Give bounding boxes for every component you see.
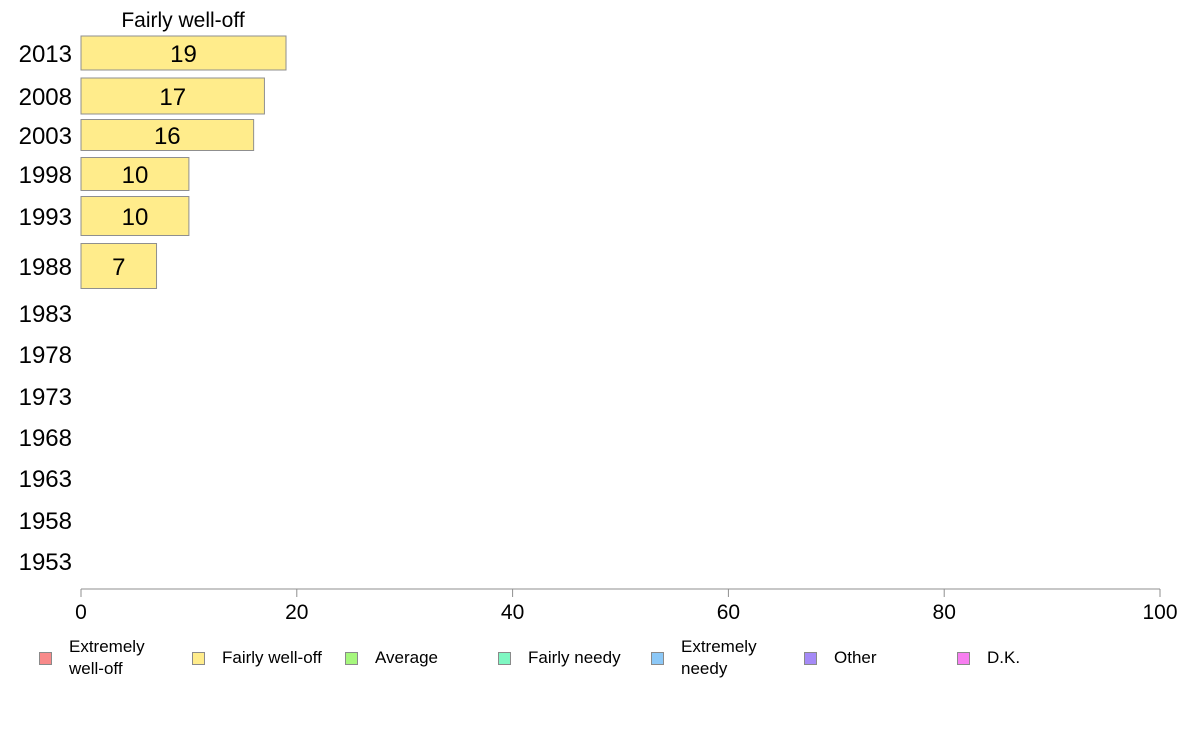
x-tick-label: 100: [1142, 601, 1177, 620]
year-label: 1983: [19, 301, 72, 328]
x-tick-label: 0: [75, 601, 87, 620]
bar: [80, 196, 190, 236]
legend-swatch: [804, 651, 817, 665]
year-label: 2008: [19, 84, 72, 111]
legend-label: Other: [834, 648, 877, 667]
legend-item: D.K.: [957, 636, 1097, 680]
year-label: 2013: [19, 41, 72, 68]
legend-item: Extremely needy: [651, 636, 791, 680]
x-axis: 0 20 40 60 80 100: [75, 588, 1178, 620]
x-tick-label: 40: [501, 601, 524, 620]
year-label: 1973: [19, 384, 72, 411]
legend-item: Fairly well-off: [192, 636, 332, 680]
legend-label: Fairly well-off: [222, 648, 322, 667]
year-label: 1978: [19, 342, 72, 369]
bar: [80, 35, 287, 71]
x-tick-label: 60: [717, 601, 740, 620]
data-label: 10: [122, 162, 149, 189]
legend-swatch: [498, 651, 511, 665]
legend-swatch: [192, 651, 205, 665]
legend-swatch: [39, 651, 52, 665]
year-label: 2003: [19, 123, 72, 150]
data-label: 16: [154, 123, 181, 150]
legend: Extremely well-off Fairly well-off Average…: [0, 636, 1188, 686]
x-tick-label: 80: [933, 601, 956, 620]
year-label: 1968: [19, 425, 72, 452]
bar: [80, 243, 158, 289]
legend-label: Extremely needy: [681, 637, 757, 678]
data-label: 7: [112, 254, 125, 281]
year-label: 1998: [19, 162, 72, 189]
legend-item: Other: [804, 636, 944, 680]
year-label: 1988: [19, 254, 72, 281]
legend-swatch: [345, 651, 358, 665]
bar: [80, 157, 190, 191]
year-labels: 2013 2008 2003 1998 1993 1988 1983 1978 1973 1968…: [19, 41, 72, 576]
year-label: 1958: [19, 508, 72, 535]
year-label: 1953: [19, 549, 72, 576]
legend-item: Extremely well-off: [39, 636, 179, 680]
legend-item: Average: [345, 636, 485, 680]
data-label: 19: [170, 41, 197, 68]
legend-swatch: [957, 651, 970, 665]
data-label: 10: [122, 204, 149, 231]
legend-swatch: [651, 651, 664, 665]
legend-label: Extremely well-off: [69, 637, 145, 678]
x-tick-label: 20: [285, 601, 308, 620]
data-label: 17: [159, 84, 186, 111]
legend-label: Fairly needy: [528, 648, 621, 667]
legend-label: D.K.: [987, 648, 1021, 667]
year-label: 1963: [19, 466, 72, 493]
bar: [80, 77, 265, 115]
bar: [80, 119, 255, 151]
year-label: 1993: [19, 204, 72, 231]
legend-item: Fairly needy: [498, 636, 638, 680]
series-title: Fairly well-off: [121, 9, 244, 32]
legend-label: Average: [375, 648, 439, 667]
